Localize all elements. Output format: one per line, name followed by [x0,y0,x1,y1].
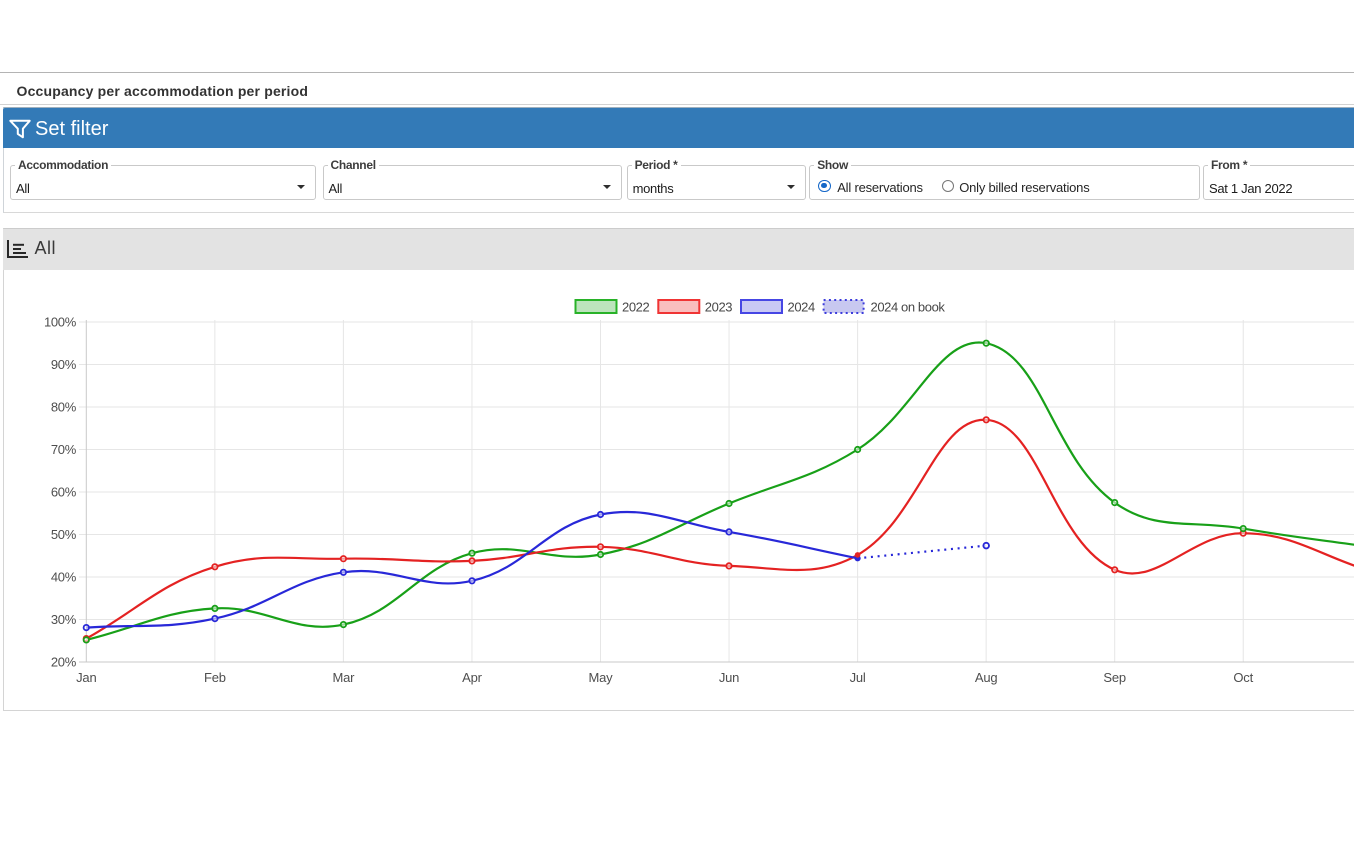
svg-text:Sep: Sep [1103,670,1126,685]
svg-text:2024 on book: 2024 on book [871,300,946,315]
svg-text:40%: 40% [51,570,77,585]
svg-text:100%: 100% [44,315,77,330]
svg-text:Apr: Apr [462,670,483,685]
svg-text:90%: 90% [51,357,77,372]
svg-text:70%: 70% [51,442,77,457]
svg-text:20%: 20% [51,655,77,670]
svg-text:60%: 60% [51,485,77,500]
svg-text:Mar: Mar [333,670,356,685]
svg-text:May: May [589,670,614,685]
svg-text:Jul: Jul [850,670,866,685]
svg-text:80%: 80% [51,400,77,415]
svg-text:Feb: Feb [204,670,226,685]
svg-text:30%: 30% [51,612,77,627]
svg-text:2023: 2023 [705,300,732,315]
svg-text:50%: 50% [51,527,77,542]
svg-text:Oct: Oct [1233,670,1253,685]
svg-text:2024: 2024 [788,300,815,315]
svg-text:Jan: Jan [76,670,96,685]
svg-text:2022: 2022 [622,300,649,315]
svg-text:Aug: Aug [975,670,998,685]
svg-text:Jun: Jun [719,670,739,685]
